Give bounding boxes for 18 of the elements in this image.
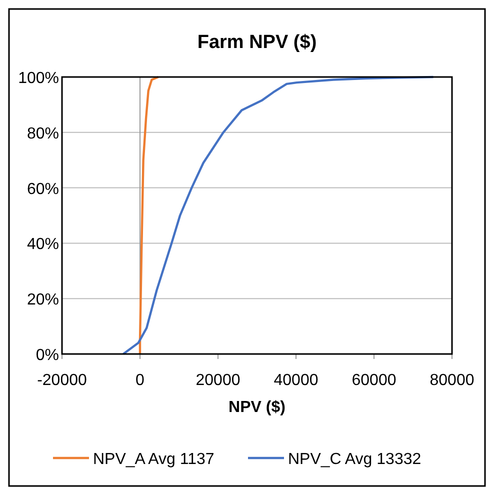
y-tick-label: 100% bbox=[18, 70, 59, 87]
x-tick-label: 60000 bbox=[352, 372, 396, 389]
y-tick-label: 20% bbox=[26, 292, 59, 309]
x-tick-label: 20000 bbox=[196, 372, 240, 389]
x-tick-label: -20000 bbox=[37, 372, 88, 389]
legend-label: NPV_A Avg 1137 bbox=[93, 451, 214, 468]
y-tick-label: 60% bbox=[26, 180, 59, 198]
line-series bbox=[122, 76, 434, 356]
line-series bbox=[138, 76, 160, 356]
y-tick-label: 80% bbox=[26, 125, 59, 142]
x-tick-label: 80000 bbox=[430, 372, 474, 389]
y-tick-label: 40% bbox=[26, 236, 59, 254]
chart-title: Farm NPV ($) bbox=[197, 32, 317, 53]
y-tick-label: 0% bbox=[36, 347, 59, 364]
x-axis-title: NPV ($) bbox=[228, 399, 286, 416]
x-tick-label: 40000 bbox=[274, 372, 318, 389]
legend-label: NPV_C Avg 13332 bbox=[288, 451, 422, 468]
x-tick-label: 0 bbox=[136, 372, 145, 389]
